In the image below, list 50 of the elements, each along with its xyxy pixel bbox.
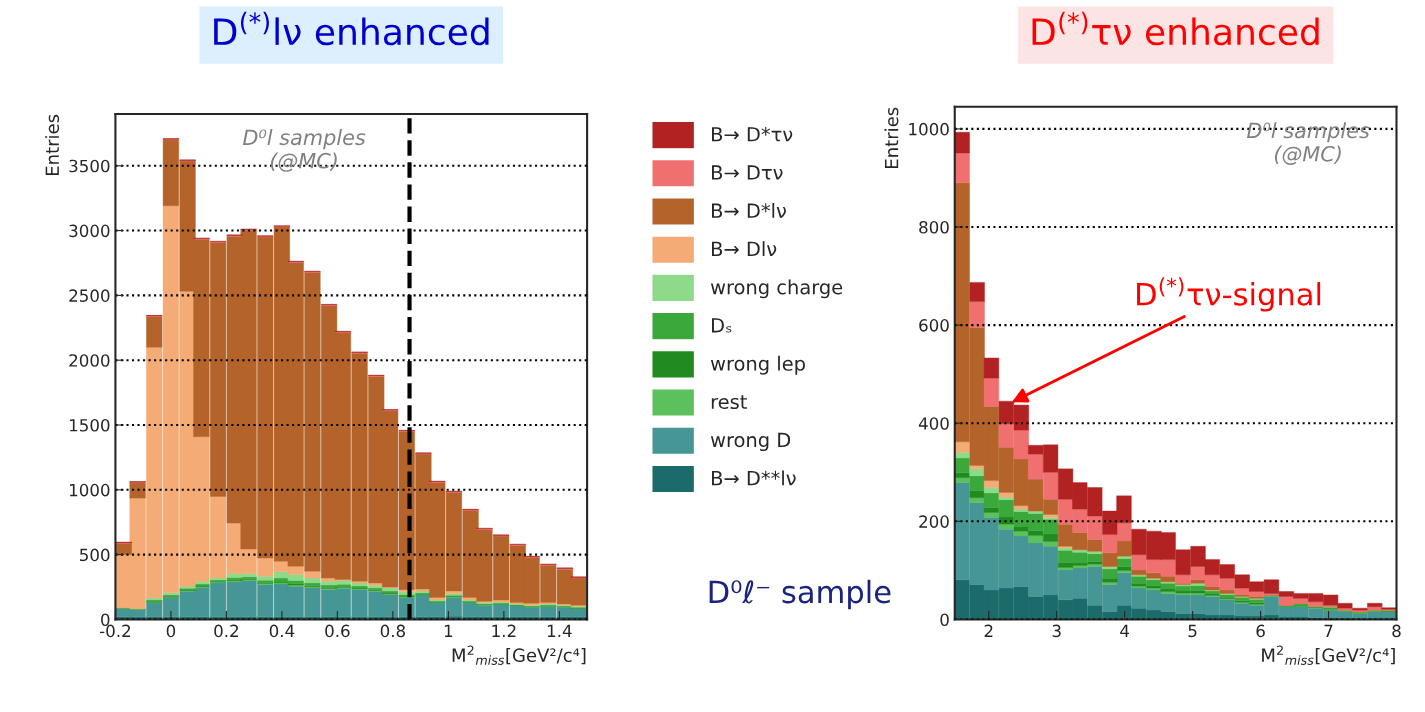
- x-tick-label: 6: [1256, 624, 1265, 638]
- legend-label: B→ Dτν: [712, 165, 783, 180]
- y-tick-label: 3500: [69, 159, 110, 173]
- legend-label: B→ D**lν: [712, 470, 796, 486]
- chart-title: D$^{(*)}$τν enhanced: [1032, 11, 1319, 46]
- x-tick-label: 0.6: [325, 624, 350, 638]
- annotation: D⁰l samples (@MC): [242, 129, 366, 172]
- y-tick-label: 2500: [69, 289, 110, 302]
- legend-label: B→ Dlν: [712, 241, 777, 256]
- x-axis-title: M$^{2}$$_{miss}$[GeV²/c⁴]: [1262, 645, 1395, 665]
- legend-label: wrong D: [710, 432, 791, 452]
- y-tick-label: 1000: [69, 483, 110, 497]
- y-axis-title: Entries: [884, 107, 899, 168]
- y-tick-label: 800: [919, 220, 949, 234]
- annotation: D⁰l samples (@MC): [1247, 122, 1370, 165]
- x-tick-label: 0: [166, 624, 176, 638]
- y-tick-label: 2000: [69, 354, 110, 367]
- y-tick-label: 200: [919, 515, 949, 528]
- y-tick-label: 1000: [909, 122, 949, 136]
- y-tick-label: 1500: [69, 418, 110, 432]
- x-tick-label: 5: [1188, 624, 1197, 638]
- x-tick-label: 1.4: [547, 624, 572, 637]
- legend-label: wrong charge: [710, 279, 843, 299]
- y-axis-title: Entries: [45, 114, 60, 176]
- y-tick-label: 0: [101, 613, 110, 627]
- y-tick-label: 600: [919, 319, 949, 332]
- chart-title: D$^{(*)}$lν enhanced: [214, 11, 489, 46]
- annotation: D$^{(*)}$τν-signal: [1137, 277, 1321, 312]
- x-tick-label: -0.2: [99, 624, 131, 638]
- text: D⁰ℓ⁻ sample: [709, 579, 891, 610]
- y-tick-label: 500: [80, 548, 110, 562]
- legend-label: wrong lep: [710, 355, 805, 375]
- legend-label: B→ D*τν: [712, 126, 793, 142]
- y-tick-label: 0: [940, 613, 949, 627]
- y-tick-label: 400: [918, 417, 949, 430]
- legend-label: B→ D*lν: [712, 202, 786, 218]
- x-tick-label: 3: [1052, 624, 1061, 638]
- x-tick-label: 0.4: [269, 624, 295, 638]
- x-tick-label: 4: [1120, 624, 1130, 637]
- x-tick-label: 1.2: [492, 624, 516, 637]
- x-tick-label: 7: [1324, 624, 1333, 637]
- legend-label: Dₛ: [712, 318, 732, 333]
- x-tick-label: 0.8: [380, 624, 405, 638]
- legend-label: rest: [711, 395, 747, 410]
- x-tick-label: 8: [1392, 624, 1401, 638]
- x-tick-label: 0.2: [214, 624, 238, 638]
- x-tick-label: 2: [984, 624, 993, 637]
- x-tick-label: 1: [444, 624, 453, 637]
- y-tick-label: 3000: [69, 224, 110, 238]
- x-axis-title: M$^{2}$$_{miss}$[GeV²/c⁴]: [452, 645, 586, 665]
